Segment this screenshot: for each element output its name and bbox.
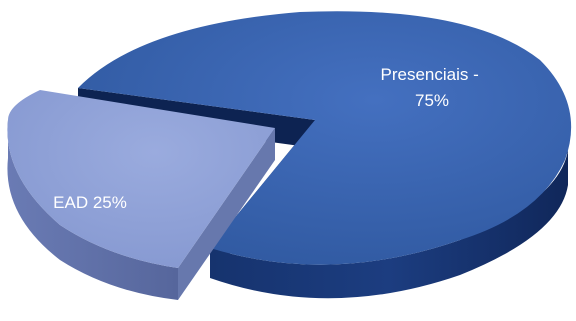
label-presenciais-line1: Presenciais -	[381, 65, 479, 84]
slice-ead-side	[7, 120, 178, 300]
slice-presenciais-top	[78, 11, 572, 265]
slice-presenciais-side	[210, 150, 568, 299]
label-presenciais-line2: 75%	[415, 91, 449, 110]
label-presenciais: Presenciais - 75%	[381, 65, 484, 110]
slice-ead	[7, 90, 275, 300]
label-ead-line1: EAD 25%	[53, 193, 127, 212]
slice-ead-inner-wall	[178, 128, 275, 300]
slice-ead-top	[7, 90, 275, 268]
label-ead: EAD 25%	[53, 193, 127, 212]
